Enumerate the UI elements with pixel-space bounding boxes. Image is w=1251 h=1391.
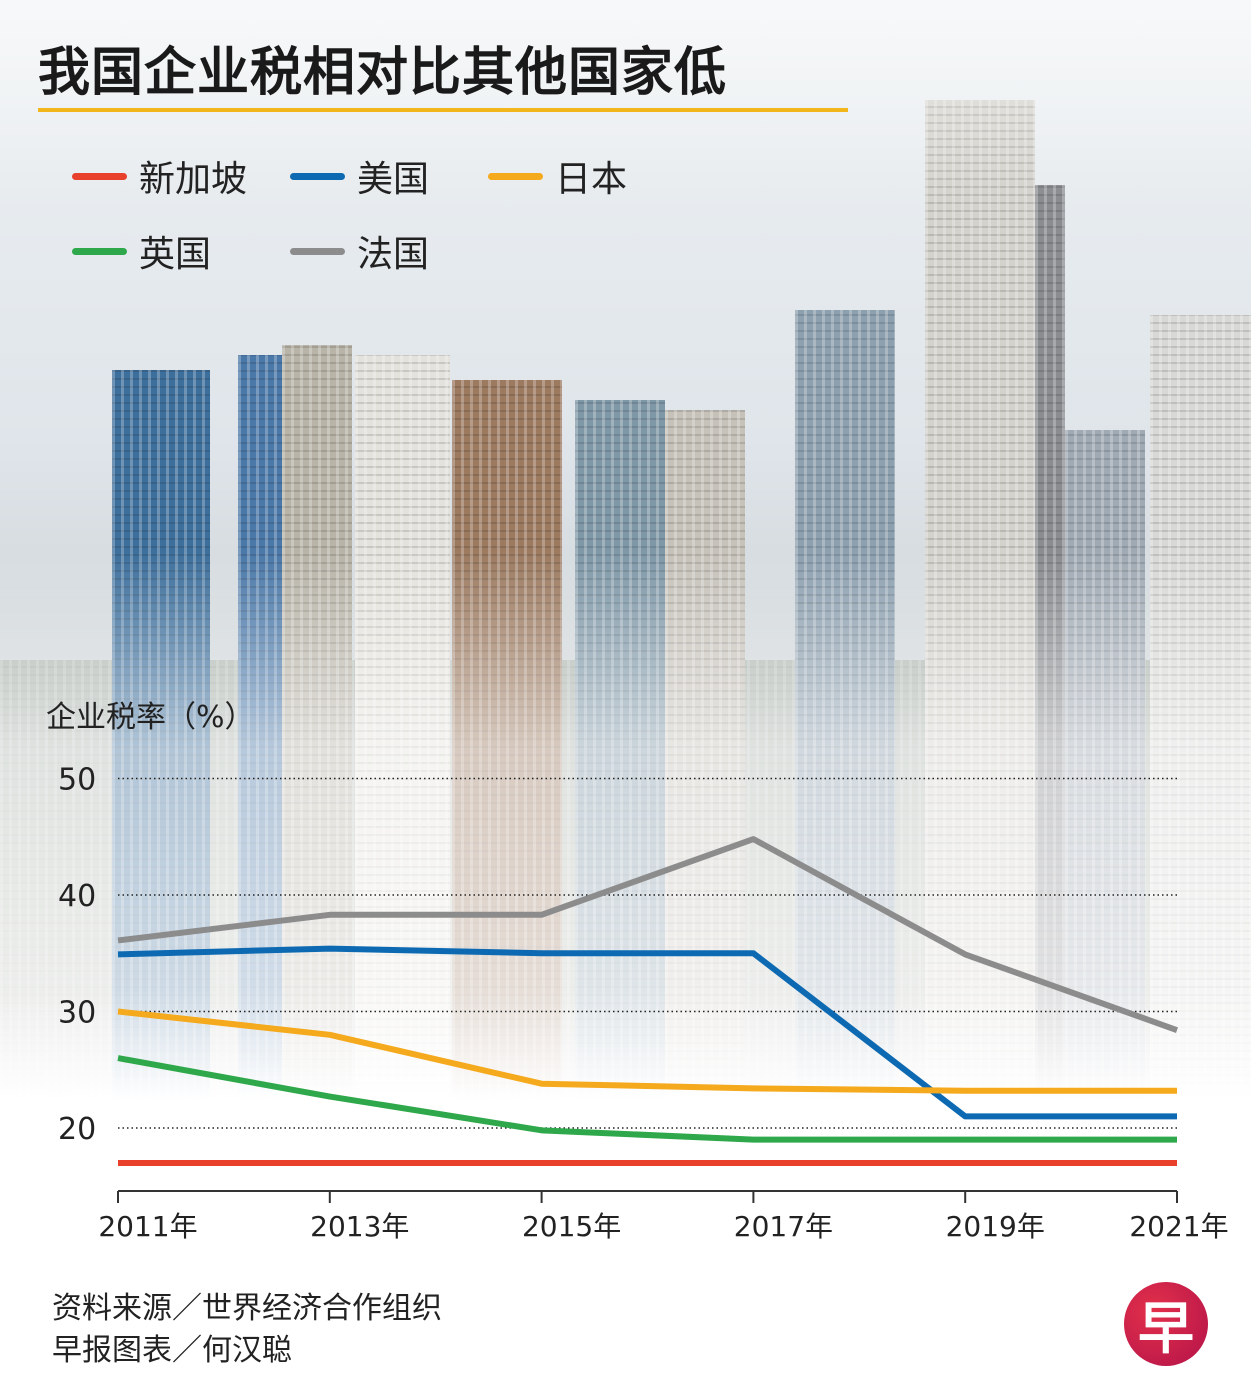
series-line-法国: [117, 836, 1179, 1033]
series-line-日本: [117, 1008, 1177, 1094]
legend-label: 日本: [555, 159, 628, 200]
source-note: 资料来源／世界经济合作组织: [52, 1291, 442, 1326]
x-tick-label: 2013年: [310, 1210, 409, 1243]
series-line-英国: [117, 1055, 1177, 1143]
legend-swatch: [72, 172, 127, 180]
legend-swatch: [488, 172, 543, 180]
legend-swatch: [72, 247, 127, 255]
y-tick-label: 40: [58, 879, 96, 914]
chart-title: 我国企业税相对比其他国家低: [38, 43, 728, 103]
legend-item-singapore: 新加坡: [72, 150, 247, 202]
legend-label: 新加坡: [139, 159, 248, 200]
y-axis-label: 企业税率（%）: [46, 700, 255, 735]
legend-item-usa: 美国: [290, 150, 429, 202]
legend-swatch: [290, 172, 345, 180]
x-tick-label: 2017年: [734, 1210, 833, 1243]
series-line-美国: [117, 945, 1177, 1120]
y-tick-label: 30: [58, 996, 96, 1031]
legend-label: 法国: [357, 234, 430, 275]
legend-label: 英国: [139, 234, 212, 275]
x-tick-label: 2021年: [1129, 1210, 1228, 1243]
credit-note: 早报图表／何汉聪: [52, 1333, 292, 1368]
legend-swatch: [290, 247, 345, 255]
x-tick-label: 2011年: [98, 1210, 197, 1243]
legend-item-france: 法国: [290, 225, 429, 277]
y-tick-label: 20: [58, 1112, 96, 1147]
y-tick-label: 50: [58, 763, 96, 798]
x-tick-label: 2015年: [522, 1210, 621, 1243]
legend-item-japan: 日本: [488, 150, 627, 202]
x-tick-label: 2019年: [946, 1210, 1045, 1243]
title-underline: [38, 108, 848, 112]
zaobao-logo: 早: [1124, 1282, 1208, 1366]
legend-label: 美国: [357, 159, 430, 200]
legend-item-uk: 英国: [72, 225, 211, 277]
skyline-photo-background: [0, 0, 1251, 1100]
